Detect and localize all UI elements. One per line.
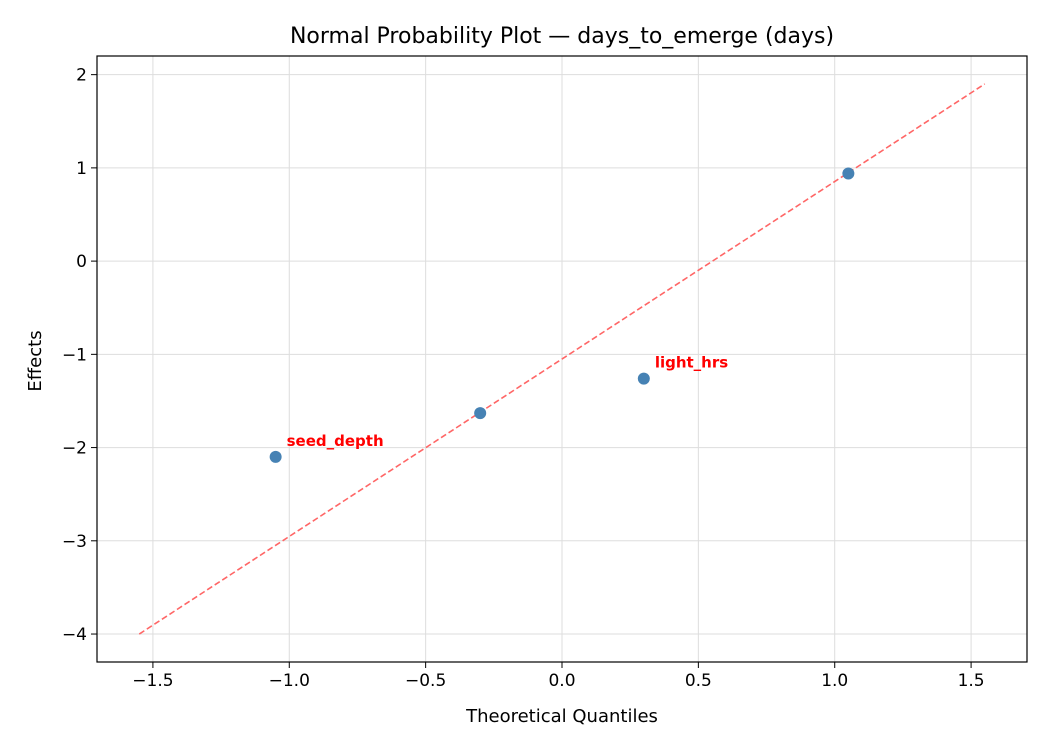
point-label: light_hrs (655, 354, 728, 372)
x-tick-label: 1.5 (958, 671, 985, 691)
y-tick-label: 2 (76, 66, 87, 86)
grid (97, 56, 1027, 662)
y-tick-label: −4 (62, 625, 87, 645)
x-tick-label: 0.0 (548, 671, 575, 691)
x-tick-label: −1.0 (269, 671, 310, 691)
chart-title: Normal Probability Plot — days_to_emerge… (290, 24, 834, 49)
y-tick-label: −2 (62, 439, 87, 459)
point-label: seed_depth (287, 432, 384, 450)
y-tick-label: 1 (76, 159, 87, 179)
data-point (474, 407, 487, 420)
data-point (637, 372, 650, 385)
y-tick-label: −1 (62, 345, 87, 365)
y-tick-label: −3 (62, 532, 87, 552)
x-tick-label: −0.5 (405, 671, 446, 691)
x-tick-label: 1.0 (821, 671, 848, 691)
x-tick-label: 0.5 (685, 671, 712, 691)
x-tick-label: −1.5 (132, 671, 173, 691)
data-point (269, 450, 282, 463)
x-axis-label: Theoretical Quantiles (465, 706, 658, 727)
y-tick-label: 0 (76, 252, 87, 272)
y-axis: −4 −3 −2 −1 0 1 2 (62, 66, 97, 645)
y-axis-label: Effects (25, 330, 46, 391)
x-axis: −1.5 −1.0 −0.5 0.0 0.5 1.0 1.5 (132, 662, 985, 691)
data-points: seed_depth light_hrs (269, 167, 855, 463)
data-point (842, 167, 855, 180)
